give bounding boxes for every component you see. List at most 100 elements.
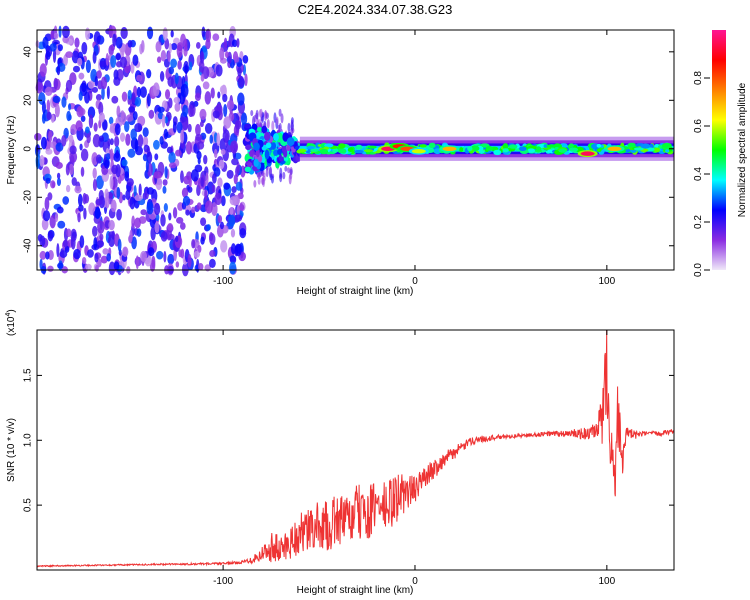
heatmap-cell xyxy=(131,92,136,104)
heatmap-cell xyxy=(184,63,188,75)
heatmap-cell xyxy=(217,91,221,99)
heatmap-cell xyxy=(255,112,259,119)
heatmap-cell xyxy=(122,194,126,201)
heatmap-cell xyxy=(93,236,98,250)
heatmap-cell xyxy=(213,148,218,159)
heatmap-cell xyxy=(43,157,48,165)
heatmap-cell xyxy=(194,92,201,102)
snr-multiplier-exp: 4 xyxy=(5,313,12,317)
heatmap-cell xyxy=(191,206,196,214)
heatmap-cell xyxy=(79,235,85,249)
heatmap-cell xyxy=(543,144,549,148)
heatmap-cell xyxy=(269,173,273,181)
heatmap-cell xyxy=(287,122,291,133)
heatmap-cell xyxy=(120,110,125,120)
heatmap-cell xyxy=(200,217,207,227)
heatmap-cell xyxy=(187,104,194,118)
heatmap-cell xyxy=(54,103,60,118)
heatmap-cell xyxy=(209,134,214,144)
heatmap-cell xyxy=(219,47,225,61)
heatmap-cell xyxy=(70,123,78,136)
heatmap-cell xyxy=(206,224,211,231)
heatmap-cell xyxy=(596,148,602,153)
heatmap-cell xyxy=(266,118,270,129)
heatmap-cell xyxy=(39,250,47,260)
heatmap-cell xyxy=(177,60,182,70)
heatmap-cell xyxy=(234,119,242,130)
heatmap-cell xyxy=(39,154,45,167)
heatmap-cell xyxy=(146,201,154,215)
snr-ticks: -100 0 100 0.5 1.0 1.5 xyxy=(23,330,674,587)
heatmap-cell xyxy=(53,77,59,90)
heatmap-cell xyxy=(106,253,111,262)
heatmap-cell xyxy=(354,149,364,154)
heatmap-cell xyxy=(265,167,269,178)
heatmap-cell xyxy=(155,177,163,191)
heatmap-cell xyxy=(132,54,139,66)
heatmap-cell xyxy=(50,30,55,40)
heatmap-cell xyxy=(56,206,64,214)
heatmap-cell xyxy=(78,72,85,80)
heatmap-cell xyxy=(173,96,181,104)
heatmap-cell xyxy=(127,89,132,100)
heatmap-cell xyxy=(50,180,56,189)
heatmap-cell xyxy=(145,159,149,173)
heatmap-cell xyxy=(85,27,91,41)
heatmap-cell xyxy=(49,215,56,229)
heatmap-cell xyxy=(286,137,295,147)
heatmap-cell xyxy=(102,119,108,131)
heatmap-cell xyxy=(214,192,223,206)
heatmap-cell xyxy=(46,99,51,113)
heatmap-cell xyxy=(79,143,83,151)
heatmap-cell xyxy=(204,123,213,134)
heatmap-cell xyxy=(168,162,177,169)
heatmap-cell xyxy=(234,214,243,222)
heatmap-cell xyxy=(287,167,291,174)
heatmap-cell xyxy=(135,255,139,270)
heatmap-cell xyxy=(204,91,212,105)
heatmap-cell xyxy=(245,144,252,151)
snr-ytick-label: 1.5 xyxy=(23,368,34,382)
heatmap-cell xyxy=(152,82,160,97)
heatmap-cell xyxy=(244,166,252,173)
heatmap-cell xyxy=(159,136,164,145)
heatmap-cell xyxy=(175,149,182,157)
heatmap-cell xyxy=(106,85,110,100)
heatmap-cell xyxy=(53,32,59,40)
colorbar-ticks: 0.0 0.2 0.4 0.6 0.8 xyxy=(693,71,710,277)
heatmap-cell xyxy=(104,196,110,209)
heatmap-cell xyxy=(116,105,121,118)
heatmap-xtick-label: -100 xyxy=(213,276,233,287)
heatmap-cell xyxy=(140,209,147,216)
heatmap-cell xyxy=(196,202,202,210)
heatmap-cell xyxy=(34,133,42,141)
heatmap-cell xyxy=(117,238,122,252)
heatmap-cell xyxy=(124,121,130,133)
heatmap-cell xyxy=(175,216,184,224)
heatmap-cell xyxy=(284,165,288,172)
heatmap-cell xyxy=(180,33,187,47)
heatmap-ytick-label: 20 xyxy=(23,94,34,106)
heatmap-cell xyxy=(154,153,159,161)
heatmap-cell xyxy=(233,174,238,185)
heatmap-cell xyxy=(234,243,242,257)
heatmap-cell xyxy=(126,178,134,187)
heatmap-cell xyxy=(338,143,346,149)
heatmap-cell xyxy=(519,146,527,151)
heatmap-cell xyxy=(136,74,143,82)
heatmap-cell xyxy=(109,175,114,190)
heatmap-cell xyxy=(78,91,83,101)
heatmap-cell xyxy=(205,28,212,43)
colorbar-tick-label: 0.2 xyxy=(693,215,704,229)
heatmap-cell xyxy=(253,158,259,167)
heatmap-cell xyxy=(55,161,63,169)
heatmap-cell xyxy=(68,103,72,111)
heatmap-cell xyxy=(180,170,184,184)
heatmap-cell xyxy=(125,133,131,146)
heatmap-cell xyxy=(162,185,167,194)
heatmap-cell xyxy=(279,172,283,183)
heatmap-cell xyxy=(231,39,238,48)
heatmap-cell xyxy=(45,50,51,60)
heatmap-cell xyxy=(95,198,103,206)
